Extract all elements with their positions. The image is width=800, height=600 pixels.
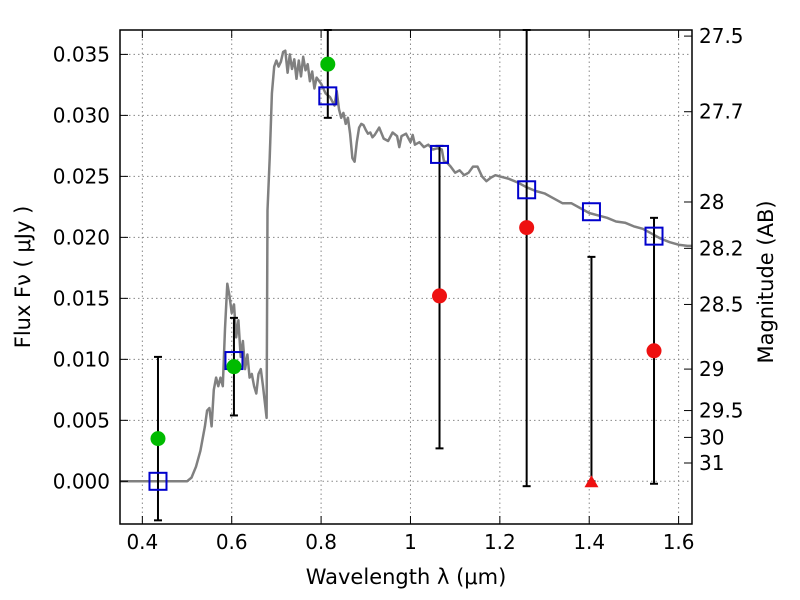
y-tick-label: 0.030	[53, 103, 110, 127]
y2-tick-label: 31	[699, 451, 724, 475]
model-point-square	[644, 226, 664, 246]
x-tick-label: 0.4	[126, 530, 158, 554]
plot-frame	[119, 29, 693, 525]
y-tick-label: 0.015	[53, 286, 110, 310]
y2-tick-label: 28.5	[699, 292, 744, 316]
x-tick-label: 1.2	[484, 530, 516, 554]
observed-point-circle	[226, 359, 242, 375]
model-point-square	[517, 180, 537, 200]
observed-point-circle	[150, 431, 166, 447]
y-tick-label: 0.025	[53, 164, 110, 188]
observed-point-circle	[646, 343, 662, 359]
y-tick-label: 0.035	[53, 42, 110, 66]
y-tick-label: 0.005	[53, 408, 110, 432]
grid-lines	[120, 30, 692, 524]
x-tick-label: 1.4	[573, 530, 605, 554]
y2-axis-label: Magnitude (AB)	[754, 200, 778, 363]
model-point-square	[581, 202, 601, 222]
observed-point-circle	[320, 56, 336, 72]
observed-point-circle	[432, 288, 448, 304]
y-axis-label: Flux Fν ( μJy )	[11, 206, 35, 349]
model-point-square	[430, 144, 450, 164]
y2-tick-label: 27.7	[699, 100, 744, 124]
upper-limit-triangle	[584, 475, 599, 488]
y-tick-label: 0.000	[53, 469, 110, 493]
y2-tick-label: 27.5	[699, 24, 744, 48]
y2-tick-label: 28	[699, 190, 724, 214]
axis-ticks: 0.4 0.6 0.8 1 1.2 1.4 1.6 0.000 0.005 0.010 0.015 0…	[53, 24, 744, 554]
x-axis-label: Wavelength λ (μm)	[306, 565, 507, 589]
model-spectrum-line	[120, 49, 692, 483]
y-tick-label: 0.010	[53, 347, 110, 371]
y2-tick-label: 30	[699, 425, 724, 449]
y2-tick-label: 29.5	[699, 399, 744, 423]
model-point-square	[318, 86, 338, 106]
model-point-square	[148, 471, 168, 491]
x-tick-label: 0.8	[305, 530, 337, 554]
y2-tick-label: 28.2	[699, 236, 744, 260]
plot-area	[120, 29, 692, 522]
x-tick-label: 1	[404, 530, 417, 554]
y2-tick-label: 29	[699, 357, 724, 381]
x-tick-label: 0.6	[216, 530, 248, 554]
y-tick-label: 0.020	[53, 225, 110, 249]
x-tick-label: 1.6	[663, 530, 695, 554]
observed-point-circle	[519, 220, 535, 236]
